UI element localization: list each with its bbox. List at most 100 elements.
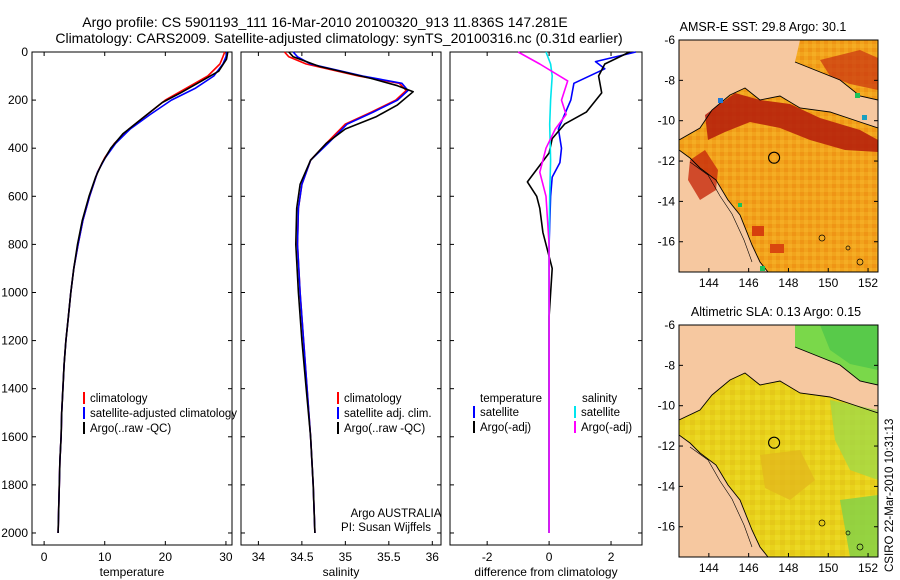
series-line-argo-raw-qc- bbox=[57, 51, 229, 534]
sst-map-frame bbox=[678, 39, 879, 273]
sst-island bbox=[856, 258, 864, 266]
series-line-salinity-argo-adj- bbox=[517, 51, 569, 533]
header-line-2: Climatology: CARS2009. Satellite-adjuste… bbox=[55, 30, 622, 46]
sla-green-region bbox=[830, 400, 878, 480]
sst-map-ticks: 144 146 148 150 152 -6 -8 -10 -12 -14 -16 bbox=[658, 33, 879, 290]
sst-island bbox=[845, 245, 851, 251]
sla-map-frame bbox=[678, 324, 879, 558]
side-timestamp: CSIRO 22-Mar-2010 10:31:13 bbox=[884, 419, 896, 572]
legend-label-sal-satellite: satellite bbox=[581, 407, 620, 419]
plot-frame bbox=[449, 51, 643, 546]
map-y-tick-label: -16 bbox=[658, 235, 676, 249]
series-line-climatology bbox=[283, 51, 408, 534]
map-y-tick-label: -10 bbox=[658, 399, 676, 413]
map-y-tick-label: -12 bbox=[658, 439, 676, 453]
x-tick-label: 0 bbox=[41, 550, 48, 564]
sst-reef bbox=[689, 161, 753, 263]
sst-coastline bbox=[794, 61, 878, 101]
sst-warm-patch bbox=[705, 93, 878, 152]
x-tick-label: 34 bbox=[252, 550, 266, 564]
salinity-legend: climatology satellite adj. clim. Argo(..… bbox=[337, 392, 432, 435]
pi-label: PI: Susan Wijffels bbox=[341, 522, 431, 534]
difference-legend: temperature salinity satellite Argo(-adj… bbox=[473, 393, 632, 434]
y-tick-label: 800 bbox=[8, 237, 28, 251]
sla-island bbox=[818, 519, 826, 527]
map-y-tick-label: -10 bbox=[658, 114, 676, 128]
temperature-panel: 0 10 20 30 0 200 400 600 800 1000 1200 1400 1600 1800… bbox=[1, 45, 233, 579]
sst-coastline bbox=[679, 87, 878, 141]
map-x-tick-label: 150 bbox=[818, 276, 838, 290]
sst-cell bbox=[855, 93, 860, 98]
sla-green-region bbox=[820, 325, 878, 370]
legend-label-temp-satellite: satellite bbox=[480, 407, 519, 419]
sla-map-ticks: 144 146 148 150 152 -6 -8 -10 -12 -14 -16 bbox=[658, 318, 879, 575]
plot-frame bbox=[240, 51, 442, 546]
sst-coastline bbox=[679, 149, 769, 272]
x-axis-label: salinity bbox=[323, 565, 360, 579]
sla-map: Altimetric SLA: 0.13 Argo: 0.15 144 146 14… bbox=[658, 305, 879, 575]
x-tick-label: -2 bbox=[482, 550, 493, 564]
y-tick-label: 1000 bbox=[1, 285, 28, 299]
sst-cell bbox=[738, 203, 742, 207]
map-y-tick-label: -14 bbox=[658, 479, 676, 493]
legend-label-argo: Argo(..raw -QC) bbox=[90, 423, 171, 435]
sst-island bbox=[818, 234, 826, 242]
sla-coastline bbox=[679, 434, 769, 557]
map-y-tick-label: -6 bbox=[664, 318, 675, 332]
y-tick-label: 400 bbox=[8, 141, 28, 155]
legend-label-satellite: satellite-adjusted climatology bbox=[90, 408, 237, 420]
x-axis-label: temperature bbox=[100, 565, 165, 579]
sst-cell bbox=[718, 98, 723, 103]
sla-map-title: Altimetric SLA: 0.13 Argo: 0.15 bbox=[691, 305, 861, 319]
y-tick-label: 600 bbox=[8, 189, 28, 203]
sla-green-region bbox=[840, 495, 878, 557]
header-line-1: Argo profile: CS 5901193_111 16-Mar-2010… bbox=[82, 14, 567, 30]
sst-warm-patch bbox=[820, 50, 878, 90]
map-y-tick-label: -8 bbox=[664, 358, 675, 372]
y-tick-label: 1400 bbox=[1, 382, 28, 396]
x-tick-label: 35.5 bbox=[377, 550, 401, 564]
series-line-argo-raw-qc- bbox=[288, 51, 415, 534]
sst-warm-patch bbox=[688, 150, 718, 200]
y-tick-label: 1200 bbox=[1, 334, 28, 348]
legend-label-satellite: satellite adj. clim. bbox=[344, 408, 432, 420]
x-tick-label: 35 bbox=[339, 550, 353, 564]
sst-cell bbox=[760, 266, 765, 271]
series-line-satellite-adjusted-climatology bbox=[57, 51, 228, 534]
map-y-tick-label: -16 bbox=[658, 520, 676, 534]
legend-label-argo: Argo(..raw -QC) bbox=[344, 423, 425, 435]
map-x-tick-label: 146 bbox=[739, 276, 759, 290]
map-x-tick-label: 148 bbox=[778, 276, 798, 290]
y-tick-label: 1800 bbox=[1, 478, 28, 492]
map-y-tick-label: -8 bbox=[664, 73, 675, 87]
sla-island bbox=[856, 543, 864, 551]
sla-coastline bbox=[794, 346, 878, 386]
map-y-tick-label: -14 bbox=[658, 194, 676, 208]
series-line-satellite-adj-clim- bbox=[292, 51, 409, 534]
map-x-tick-label: 146 bbox=[739, 561, 759, 575]
sla-island bbox=[845, 530, 851, 536]
legend-label-climatology: climatology bbox=[90, 393, 148, 405]
sla-argo-position-marker bbox=[768, 436, 781, 449]
series-line-temperature-argo-adj- bbox=[526, 51, 630, 533]
legend-label-climatology: climatology bbox=[344, 393, 402, 405]
sst-cell bbox=[862, 115, 867, 120]
sst-warm-patch bbox=[770, 244, 784, 253]
legend-heading-temperature: temperature bbox=[480, 393, 542, 405]
legend-heading-salinity: salinity bbox=[582, 393, 617, 405]
x-tick-label: 30 bbox=[219, 550, 233, 564]
temperature-legend: climatology satellite-adjusted climatolo… bbox=[83, 392, 237, 435]
x-tick-label: 2 bbox=[608, 550, 615, 564]
sla-warm-region bbox=[760, 450, 815, 500]
map-x-tick-label: 150 bbox=[818, 561, 838, 575]
x-axis-label: difference from climatology bbox=[474, 565, 617, 579]
map-y-tick-label: -6 bbox=[664, 33, 675, 47]
series-line-temperature-satellite bbox=[548, 51, 636, 533]
y-tick-label: 1600 bbox=[1, 430, 28, 444]
map-y-tick-label: -12 bbox=[658, 154, 676, 168]
sst-warm-patch bbox=[752, 226, 764, 236]
plot-frame bbox=[31, 51, 233, 546]
map-x-tick-label: 144 bbox=[699, 276, 719, 290]
